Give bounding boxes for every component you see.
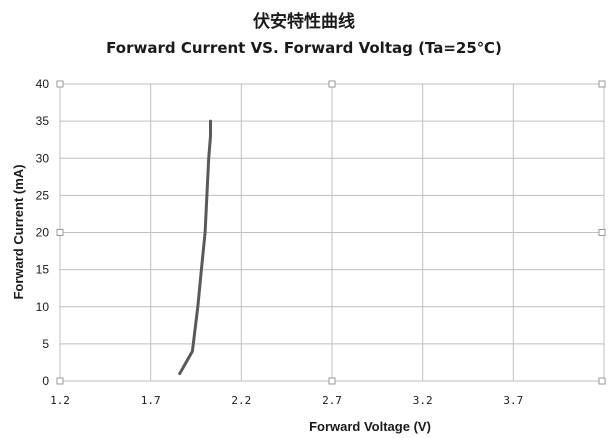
x-tick-label: 2.7 xyxy=(322,394,342,407)
selection-handle xyxy=(598,80,606,88)
plot-area: 0 5 10 15 20 25 30 35 40 1.2 1.7 2.2 2.7 3.2 3.7 xyxy=(36,77,606,407)
y-tick-label: 15 xyxy=(36,263,50,277)
y-tick-label: 25 xyxy=(36,188,50,202)
y-tick-label: 30 xyxy=(36,151,50,165)
y-tick-label: 35 xyxy=(36,114,50,128)
x-tick-label: 1.2 xyxy=(50,394,70,407)
y-tick-label: 40 xyxy=(36,77,50,91)
x-tick-label: 3.2 xyxy=(413,394,433,407)
y-axis-label: Forward Current (mA) xyxy=(11,164,26,299)
y-tick-label: 5 xyxy=(42,337,49,351)
x-tick-label: 2.2 xyxy=(231,394,251,407)
y-tick-label: 20 xyxy=(36,226,50,240)
y-tick-label: 10 xyxy=(36,300,50,314)
series-line xyxy=(178,119,212,376)
x-tick-label: 1.7 xyxy=(141,394,161,407)
x-axis-label: Forward Voltage (V) xyxy=(309,419,431,434)
selection-handle xyxy=(598,377,606,385)
selection-handle xyxy=(56,229,64,236)
chart-title: 伏安特性曲线 xyxy=(253,11,355,32)
selection-handle xyxy=(328,377,336,385)
y-tick-label: 0 xyxy=(42,374,49,388)
selection-handle xyxy=(56,377,64,385)
selection-handle xyxy=(328,80,336,88)
chart-subtitle: Forward Current VS. Forward Voltag (Ta=2… xyxy=(106,39,502,57)
selection-handle xyxy=(598,229,606,236)
x-tick-label: 3.7 xyxy=(503,394,523,407)
selection-handle xyxy=(56,80,64,88)
